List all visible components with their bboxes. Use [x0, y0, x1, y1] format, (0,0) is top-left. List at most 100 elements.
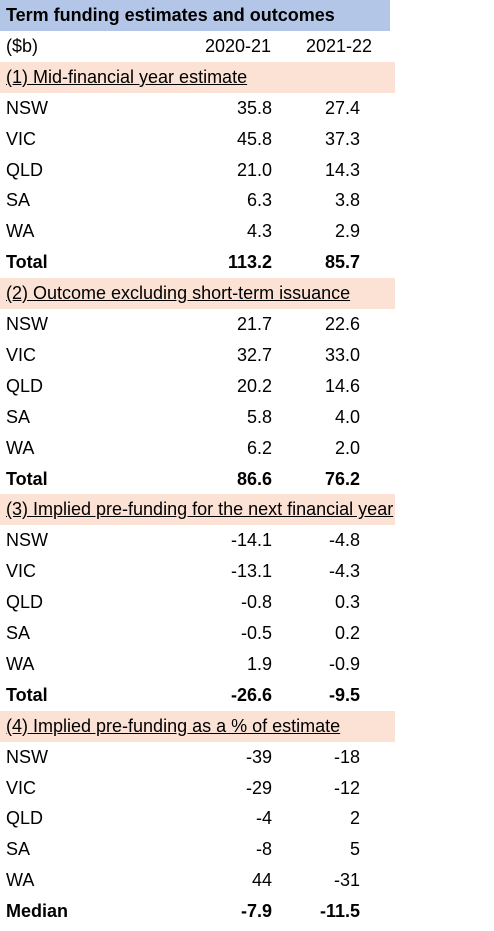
- section-heading-box: (3) Implied pre-funding for the next fin…: [0, 494, 395, 526]
- cell: 21.0: [236, 159, 272, 180]
- data-row: QLD 20.2 14.6: [0, 371, 494, 402]
- row-label: NSW: [6, 746, 48, 767]
- section-heading-row: (3) Implied pre-funding for the next fin…: [0, 494, 494, 526]
- section-heading: (4) Implied pre-funding as a % of estima…: [6, 715, 341, 736]
- data-row: QLD -0.8 0.3: [0, 587, 494, 618]
- cell: -12: [333, 777, 360, 798]
- cell: -0.5: [240, 623, 272, 643]
- row-label: WA: [6, 221, 35, 242]
- data-row: WA 6.2 2.0: [0, 433, 494, 464]
- total-row: Total -26.6 -9.5: [0, 680, 494, 711]
- row-label: QLD: [6, 375, 44, 396]
- total-cell: 76.2: [324, 468, 360, 489]
- total-label: Total: [6, 468, 48, 489]
- data-row: WA 4.3 2.9: [0, 216, 494, 247]
- cell: 6.3: [246, 190, 272, 211]
- total-label: Total: [6, 684, 48, 705]
- cell: 6.2: [246, 437, 272, 458]
- section-heading: (3) Implied pre-funding for the next fin…: [6, 499, 394, 520]
- cell: 35.8: [236, 97, 272, 118]
- cell: 27.4: [324, 97, 360, 118]
- total-cell: -11.5: [319, 901, 360, 922]
- header-col: 2021-22: [306, 35, 373, 56]
- data-row: QLD 21.0 14.3: [0, 155, 494, 186]
- section-heading-box: (4) Implied pre-funding as a % of estima…: [0, 710, 395, 742]
- cell: -4.3: [328, 561, 360, 582]
- total-label: Median: [6, 901, 69, 922]
- cell: 20.2: [236, 375, 272, 396]
- data-row: NSW -14.1 -4.8: [0, 525, 494, 556]
- row-label: VIC: [6, 561, 37, 582]
- row-label: WA: [6, 437, 35, 458]
- row-label: WA: [6, 870, 35, 891]
- data-row: SA -0.5 0.2: [0, 618, 494, 649]
- cell: -0.8: [240, 592, 272, 613]
- cell: -31: [333, 870, 360, 891]
- total-cell: -9.5: [328, 684, 360, 705]
- cell: -39: [245, 746, 272, 767]
- cell: 0.3: [334, 592, 360, 613]
- section-heading-row: (4) Implied pre-funding as a % of estima…: [0, 710, 494, 742]
- total-cell: 86.6: [236, 468, 272, 489]
- section-heading-row: (1) Mid-financial year estimate: [0, 61, 494, 93]
- row-label: SA: [6, 623, 31, 643]
- cell: 44: [251, 870, 272, 891]
- cell: 2: [349, 808, 360, 829]
- total-cell: -26.6: [230, 684, 272, 705]
- row-label: NSW: [6, 530, 48, 551]
- title-row: Term funding estimates and outcomes: [0, 0, 390, 31]
- cell: -14.1: [230, 530, 272, 551]
- cell: 37.3: [324, 128, 360, 149]
- data-row: WA 1.9 -0.9: [0, 649, 494, 680]
- data-row: VIC 32.7 33.0: [0, 340, 494, 371]
- row-label: QLD: [6, 159, 44, 180]
- cell: 21.7: [236, 314, 272, 334]
- data-row: QLD -4 2: [0, 803, 494, 834]
- header-label: ($b): [6, 35, 39, 56]
- total-row: Median -7.9 -11.5: [0, 896, 494, 927]
- cell: 33.0: [324, 344, 360, 365]
- cell: -4.8: [328, 530, 360, 551]
- data-row: SA 5.8 4.0: [0, 402, 494, 433]
- cell: -8: [255, 839, 272, 860]
- cell: 32.7: [236, 344, 272, 365]
- section-heading: (1) Mid-financial year estimate: [6, 66, 248, 87]
- cell: 2.9: [334, 221, 360, 242]
- cell: 3.8: [334, 190, 360, 211]
- section-heading-box: (1) Mid-financial year estimate: [0, 61, 395, 93]
- data-row: WA 44 -31: [0, 865, 494, 896]
- header-row: ($b) 2020-21 2021-22: [0, 31, 494, 62]
- cell: 0.2: [334, 623, 360, 643]
- total-cell: 113.2: [227, 252, 272, 273]
- section-heading-row: (2) Outcome excluding short-term issuanc…: [0, 278, 494, 309]
- data-row: SA 6.3 3.8: [0, 185, 494, 216]
- cell: 14.6: [324, 375, 360, 396]
- header-col: 2020-21: [205, 35, 272, 56]
- row-label: SA: [6, 839, 31, 860]
- total-row: Total 113.2 85.7: [0, 247, 494, 278]
- row-label: WA: [6, 653, 35, 674]
- data-row: VIC -29 -12: [0, 773, 494, 804]
- row-label: VIC: [6, 344, 37, 365]
- cell: 45.8: [236, 128, 272, 149]
- cell: -13.1: [230, 561, 272, 582]
- cell: 5.8: [246, 406, 272, 427]
- data-row: VIC 45.8 37.3: [0, 124, 494, 155]
- total-cell: 85.7: [324, 252, 360, 273]
- row-label: SA: [6, 406, 31, 427]
- data-row: SA -8 5: [0, 834, 494, 865]
- title: Term funding estimates and outcomes: [6, 5, 335, 25]
- row-label: QLD: [6, 808, 44, 829]
- data-row: NSW -39 -18: [0, 742, 494, 773]
- data-row: NSW 21.7 22.6: [0, 309, 494, 340]
- section-heading-box: (2) Outcome excluding short-term issuanc…: [0, 278, 395, 309]
- data-row: NSW 35.8 27.4: [0, 93, 494, 124]
- cell: 1.9: [246, 653, 272, 674]
- row-label: VIC: [6, 128, 37, 149]
- cell: 4.0: [334, 406, 360, 427]
- total-label: Total: [6, 252, 48, 273]
- total-row: Total 86.6 76.2: [0, 464, 494, 495]
- row-label: VIC: [6, 777, 37, 798]
- cell: -29: [245, 777, 272, 798]
